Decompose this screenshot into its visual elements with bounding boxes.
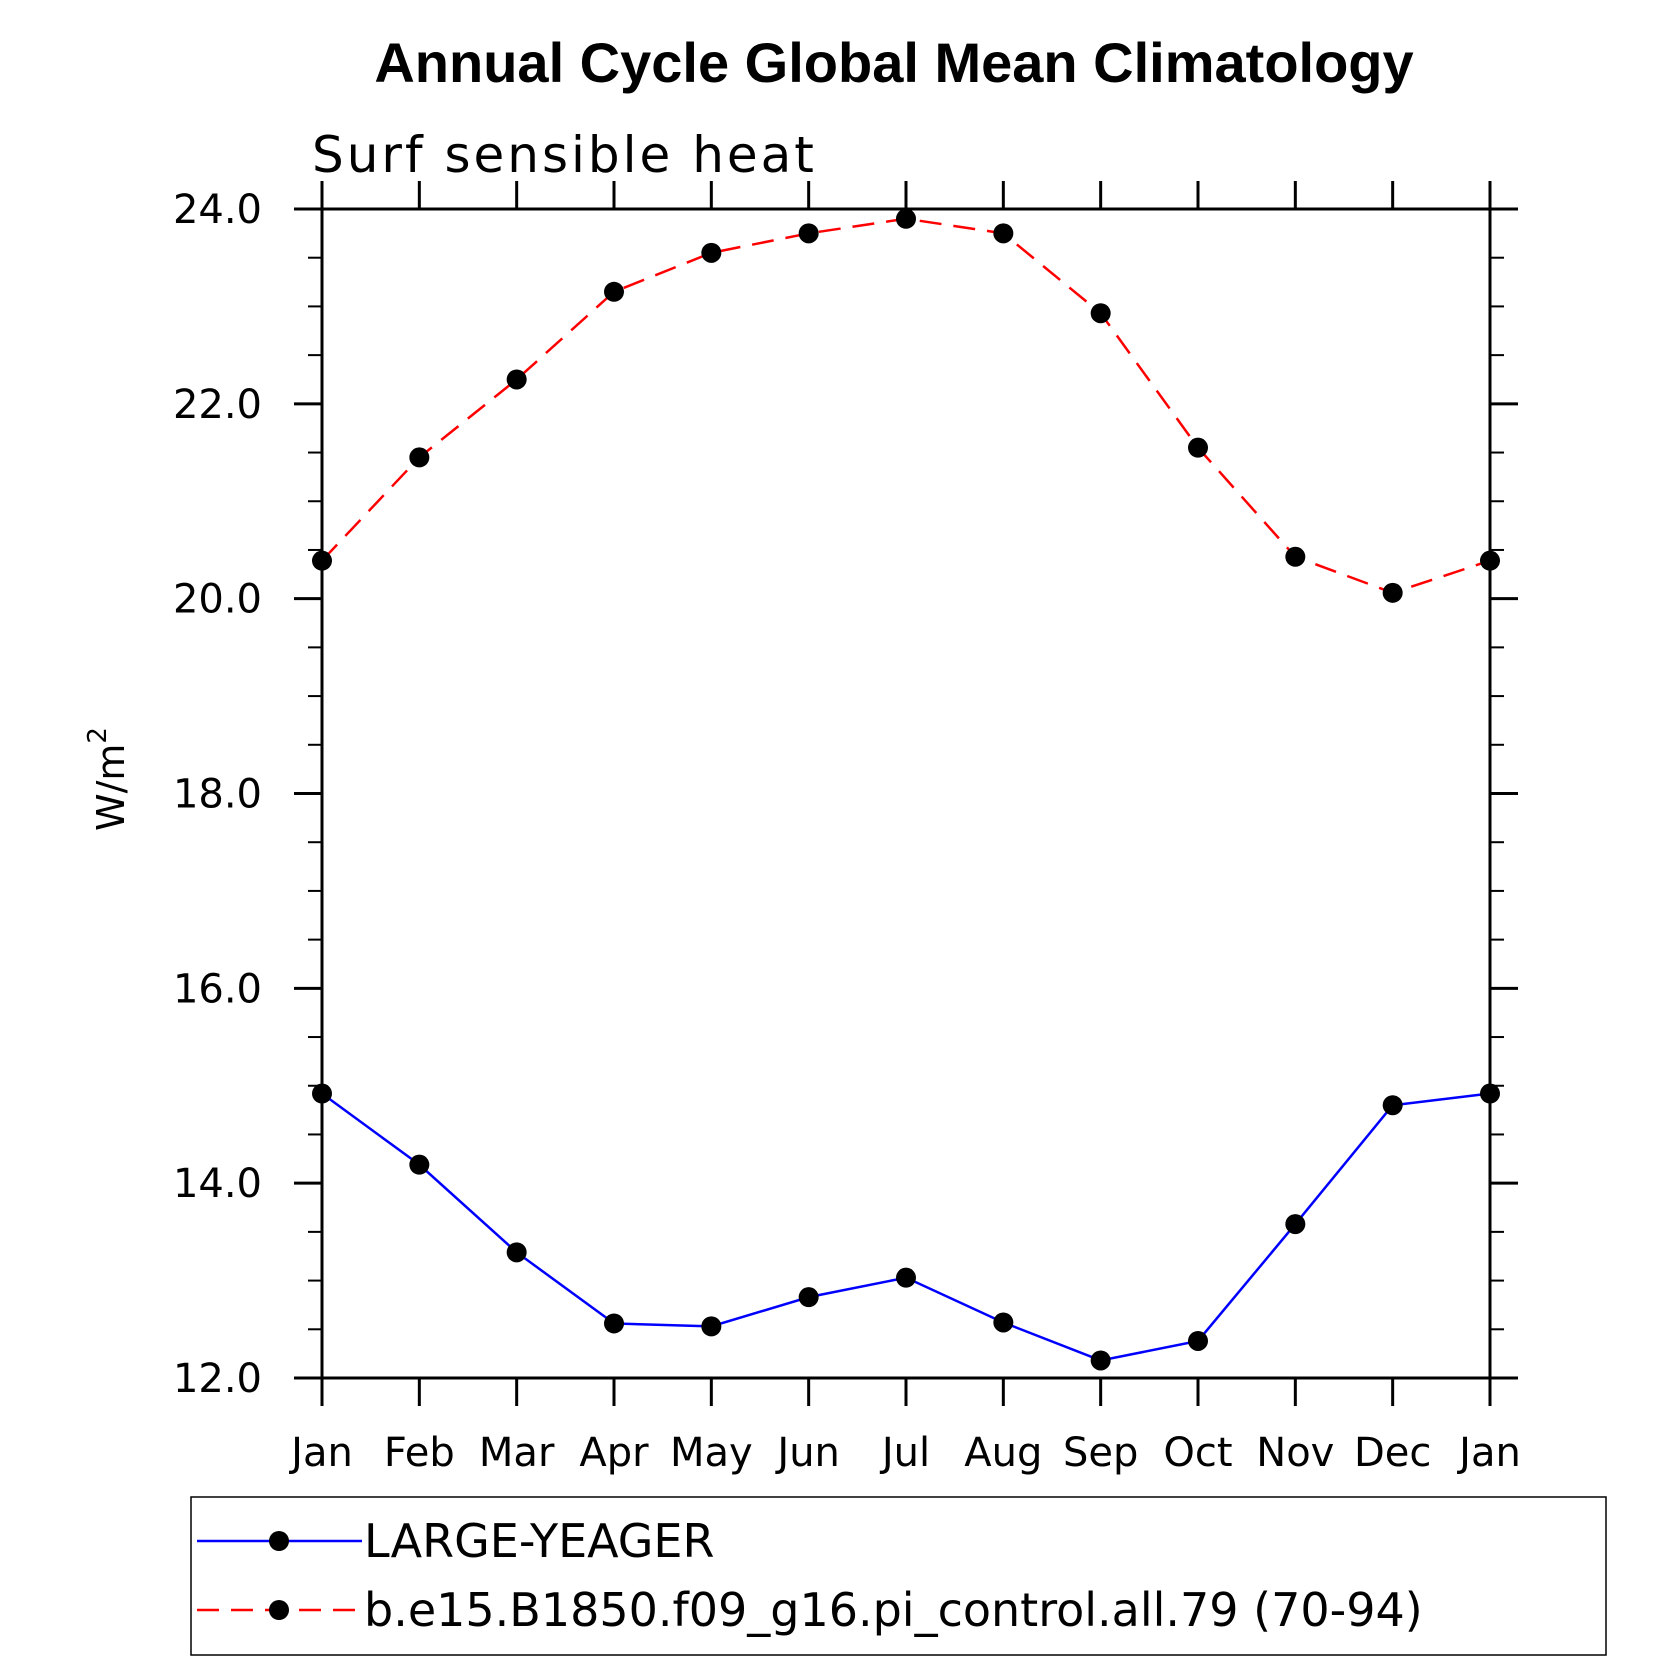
y-axis-label: W/m2 [83, 727, 133, 831]
data-point [993, 223, 1014, 244]
y-tick-label: 14.0 [173, 1161, 262, 1207]
data-point [1090, 1350, 1111, 1371]
data-point [604, 281, 624, 302]
x-tick-label: Dec [1354, 1430, 1431, 1476]
data-point [1188, 437, 1208, 458]
x-tick-label: Sep [1063, 1430, 1138, 1476]
x-tick-label: Feb [384, 1430, 455, 1476]
data-point [604, 1313, 624, 1334]
y-axis-label-text: W/m [89, 744, 133, 831]
legend: LARGE-YEAGER b.e15.B1850.f09_g16.pi_contr… [190, 1496, 1607, 1656]
data-point [896, 208, 916, 229]
axis-ticks [294, 181, 1518, 1406]
data-point [798, 223, 819, 244]
y-tick-label: 24.0 [173, 187, 262, 233]
data-point [1285, 546, 1306, 567]
x-tick-label: Oct [1163, 1430, 1232, 1476]
y-tick-label: 20.0 [173, 577, 262, 623]
x-tick-label: Mar [479, 1430, 555, 1476]
data-point [1480, 1083, 1500, 1104]
data-point [409, 1154, 430, 1175]
x-tick-labels: Jan Feb Mar Apr May Jun Jul Aug Sep Oct Nov Dec Jan [288, 1430, 1521, 1476]
x-tick-label: May [670, 1430, 753, 1476]
x-tick-label: Jan [288, 1430, 353, 1476]
data-point [1090, 303, 1111, 324]
y-tick-labels: 12.0 14.0 16.0 18.0 20.0 22.0 24.0 [173, 187, 262, 1402]
y-tick-label: 12.0 [173, 1356, 262, 1402]
x-tick-label: Aug [964, 1430, 1042, 1476]
legend-marker [269, 1600, 289, 1620]
data-point [701, 1316, 722, 1337]
y-tick-label: 22.0 [173, 382, 262, 428]
data-point [1285, 1214, 1306, 1235]
x-tick-label: Nov [1256, 1430, 1334, 1476]
data-point [1480, 550, 1500, 571]
data-point [409, 447, 430, 468]
x-tick-label: Jul [879, 1430, 930, 1476]
y-axis-label-superscript: 2 [83, 727, 113, 744]
x-tick-label: Jan [1456, 1430, 1521, 1476]
legend-entry-1: LARGE-YEAGER [197, 1514, 714, 1568]
y-tick-label: 16.0 [173, 966, 262, 1012]
series-line [321, 217, 1491, 595]
series-2 [312, 208, 1500, 603]
legend-entry-2: b.e15.B1850.f09_g16.pi_control.all.79 (7… [197, 1583, 1423, 1637]
series-line [321, 1092, 1491, 1362]
chart-subtitle: Surf sensible heat [312, 126, 817, 184]
series-1 [312, 1083, 1500, 1371]
data-point [896, 1267, 916, 1288]
plot-frame [320, 207, 1492, 1380]
data-point [1382, 1095, 1403, 1116]
data-point [312, 550, 332, 571]
legend-frame [190, 1496, 1607, 1656]
data-point [506, 369, 527, 390]
legend-marker [269, 1531, 289, 1551]
data-point [798, 1287, 819, 1308]
x-tick-label: Apr [579, 1430, 649, 1476]
data-point [701, 242, 722, 263]
chart-title: Annual Cycle Global Mean Climatology [374, 31, 1413, 94]
legend-label: b.e15.B1850.f09_g16.pi_control.all.79 (7… [364, 1583, 1423, 1637]
y-tick-label: 18.0 [173, 772, 262, 818]
legend-label: LARGE-YEAGER [364, 1514, 714, 1568]
data-point [506, 1242, 527, 1263]
data-point [1188, 1330, 1208, 1351]
data-point [993, 1312, 1014, 1333]
data-point [1382, 582, 1403, 603]
x-tick-label: Jun [774, 1430, 840, 1476]
svg-text:W/m2: W/m2 [83, 727, 133, 831]
series-layer [312, 208, 1500, 1371]
data-point [312, 1083, 332, 1104]
